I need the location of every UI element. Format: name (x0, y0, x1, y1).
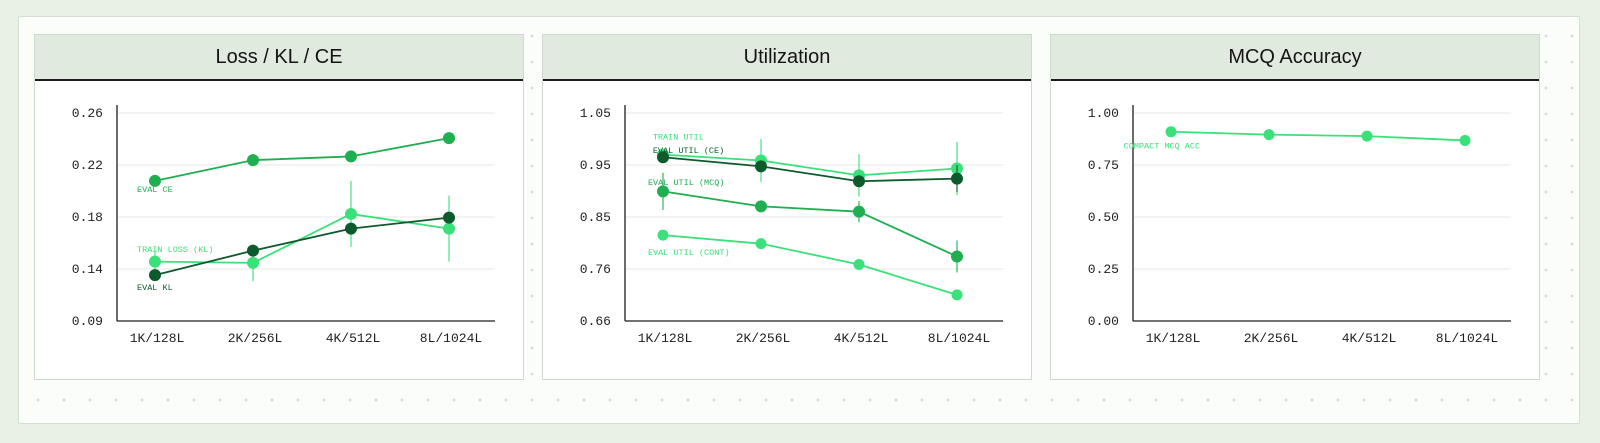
x-tick-label: 8L/1024L (1436, 331, 1498, 346)
y-tick-label: 0.22 (72, 158, 103, 173)
series-line (154, 216, 450, 276)
series-label: COMPACT MCQ ACC (1124, 141, 1201, 151)
series-label: EVAL CE (137, 185, 173, 195)
series-label: TRAIN UTIL (653, 133, 704, 143)
mcq-accuracy-chart-panel: MCQ Accuracy 0.00 0.25 0.50 0.75 1.00 1K/128L… (1050, 34, 1540, 380)
data-point (853, 205, 865, 218)
y-tick-label: 0.66 (580, 314, 611, 329)
series-label: EVAL UTIL (MCQ) (648, 178, 725, 188)
data-point (345, 150, 357, 163)
x-tick-label: 1K/128L (130, 331, 185, 346)
series-line (662, 234, 958, 296)
y-tick-label: 0.95 (580, 158, 611, 173)
series-line (154, 213, 450, 264)
series-line (154, 137, 450, 182)
data-point (443, 211, 455, 224)
x-tick-label: 1K/128L (1146, 331, 1201, 346)
data-point (755, 238, 767, 250)
chart-title: MCQ Accuracy (1051, 35, 1539, 81)
data-point (951, 172, 963, 185)
utilization-chart-panel: Utilization 0.66 0.76 0.85 0.95 1.05 1K/128L 2… (542, 34, 1032, 380)
data-point (755, 160, 767, 173)
y-tick-label: 1.05 (580, 106, 611, 121)
y-tick-label: 0.85 (580, 210, 611, 225)
series-line (662, 153, 958, 177)
x-tick-label: 2K/256L (228, 331, 283, 346)
x-tick-label: 8L/1024L (420, 331, 482, 346)
series-label: EVAL UTIL (CONT) (648, 248, 730, 258)
data-point (1361, 130, 1373, 142)
x-tick-label: 2K/256L (1244, 331, 1299, 346)
series-line (662, 156, 958, 183)
mcq-accuracy-chart: 0.00 0.25 0.50 0.75 1.00 1K/128L 2K/256L 4K/512… (1088, 105, 1511, 346)
data-point (149, 269, 161, 282)
data-point (247, 244, 259, 257)
data-point (1165, 126, 1177, 138)
y-tick-label: 0.18 (72, 210, 103, 225)
x-tick-label: 1K/128L (638, 331, 693, 346)
series-label: EVAL KL (137, 283, 173, 293)
loss-chart: 0.09 0.14 0.18 0.22 0.26 1K/128L 2K/256L 4K/512… (72, 105, 495, 346)
x-tick-label: 4K/512L (1342, 331, 1397, 346)
data-point (657, 151, 669, 164)
data-point (1459, 134, 1471, 146)
data-point (951, 250, 963, 263)
y-tick-label: 0.50 (1088, 210, 1119, 225)
utilization-chart: 0.66 0.76 0.85 0.95 1.05 1K/128L 2K/256L 4K/512… (580, 105, 1003, 346)
y-tick-label: 0.25 (1088, 262, 1119, 277)
y-tick-label: 0.75 (1088, 158, 1119, 173)
x-tick-label: 4K/512L (834, 331, 889, 346)
y-tick-label: 0.00 (1088, 314, 1119, 329)
x-tick-label: 2K/256L (736, 331, 791, 346)
data-point (345, 222, 357, 235)
chart-title: Loss / KL / CE (35, 35, 523, 81)
data-point (247, 154, 259, 167)
data-point (657, 229, 669, 241)
data-point (1263, 129, 1275, 141)
y-tick-label: 0.76 (580, 262, 611, 277)
y-tick-label: 0.14 (72, 262, 103, 277)
data-point (149, 174, 161, 187)
x-tick-label: 8L/1024L (928, 331, 990, 346)
data-point (657, 185, 669, 198)
data-point (247, 256, 259, 269)
data-point (443, 222, 455, 235)
y-tick-label: 0.26 (72, 106, 103, 121)
chart-title: Utilization (543, 35, 1031, 81)
series-label: EVAL UTIL (CE) (653, 146, 724, 156)
data-point (951, 289, 963, 301)
series-line (662, 190, 958, 258)
data-point (345, 207, 357, 220)
data-point (853, 258, 865, 270)
data-point (149, 255, 161, 268)
loss-chart-panel: Loss / KL / CE 0.09 0.14 0.18 0.22 0.26 1K/12… (34, 34, 524, 380)
x-tick-label: 4K/512L (326, 331, 381, 346)
data-point (755, 200, 767, 213)
series-label: TRAIN LOSS (KL) (137, 245, 214, 255)
data-point (443, 132, 455, 145)
y-tick-label: 0.09 (72, 314, 103, 329)
data-point (853, 175, 865, 188)
series-line (1170, 130, 1466, 142)
y-tick-label: 1.00 (1088, 106, 1119, 121)
